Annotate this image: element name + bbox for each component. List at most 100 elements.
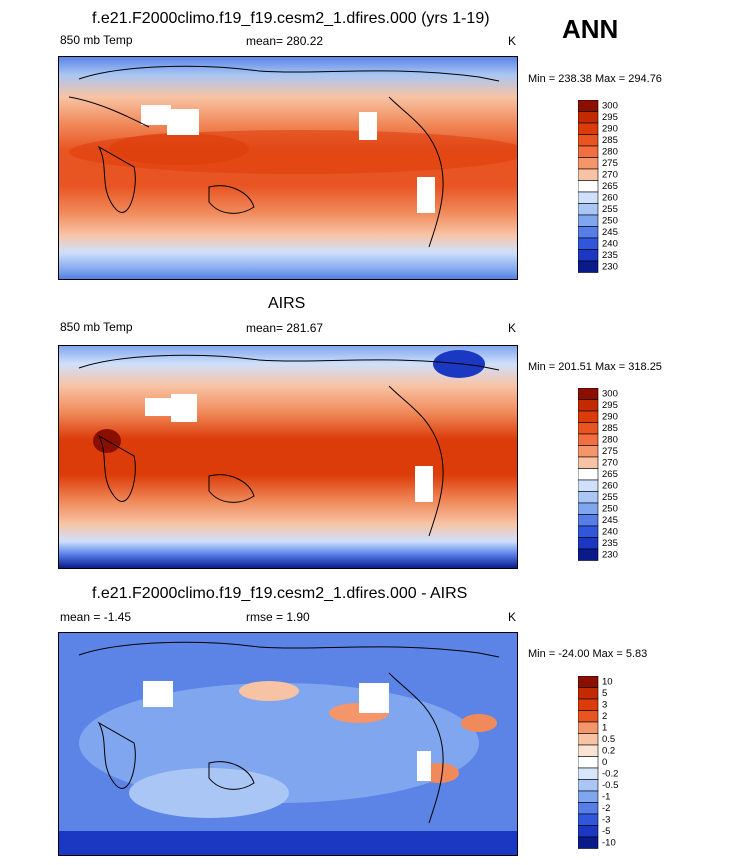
colorbar-label: 275 xyxy=(602,158,618,169)
colorbar-label: -3 xyxy=(602,815,610,826)
colorbar-box xyxy=(577,779,599,792)
colorbar-label: 300 xyxy=(602,389,618,400)
colorbar-label: 290 xyxy=(602,124,618,135)
colorbar-label: 285 xyxy=(602,135,618,146)
colorbar-box xyxy=(577,122,599,135)
colorbar-label: 260 xyxy=(602,193,618,204)
colorbar-box xyxy=(577,168,599,181)
colorbar-box xyxy=(577,456,599,469)
colorbar-label: 250 xyxy=(602,504,618,515)
colorbar-label: 3 xyxy=(602,700,607,711)
colorbar-label: 255 xyxy=(602,492,618,503)
colorbar-box xyxy=(577,410,599,423)
colorbar-label: -5 xyxy=(602,826,610,837)
colorbar-label: 285 xyxy=(602,423,618,434)
colorbar-box xyxy=(577,767,599,780)
colorbar-label: 245 xyxy=(602,227,618,238)
colorbar-label: -1 xyxy=(602,792,610,803)
colorbar-svg: 3002952902852802752702652602552502452402… xyxy=(577,99,618,273)
panel3-units: K xyxy=(508,610,517,624)
colorbar-label: 270 xyxy=(602,458,618,469)
colorbar-label: 245 xyxy=(602,515,618,526)
colorbar-box xyxy=(577,468,599,481)
colorbar-label: 0 xyxy=(602,757,607,768)
colorbar-box xyxy=(577,744,599,757)
colorbar-label: -0.5 xyxy=(602,780,618,791)
colorbar-box xyxy=(577,537,599,550)
colorbar-box xyxy=(577,687,599,700)
colorbar-box xyxy=(577,145,599,158)
colorbar-label: 235 xyxy=(602,250,618,261)
colorbar-box xyxy=(577,491,599,504)
panel1-variable: 850 mb Temp xyxy=(60,33,133,47)
colorbar-box xyxy=(577,422,599,435)
colorbar-box xyxy=(577,479,599,492)
colorbar-box xyxy=(577,445,599,458)
colorbar-label: 280 xyxy=(602,147,618,158)
colorbar-box xyxy=(577,111,599,124)
colorbar-box xyxy=(577,237,599,250)
colorbar-box xyxy=(577,710,599,723)
panel1-mean: mean= 280.22 xyxy=(246,34,324,48)
colorbar-label: 0.2 xyxy=(602,746,615,757)
panel3-title: f.e21.F2000climo.f19_f19.cesm2_1.dfires.… xyxy=(92,585,468,602)
colorbar-box xyxy=(577,514,599,527)
colorbar-label: 295 xyxy=(602,400,618,411)
panel1-map xyxy=(58,56,518,280)
colorbar-label: 1 xyxy=(602,723,607,734)
colorbar-box xyxy=(577,203,599,216)
colorbar-box xyxy=(577,502,599,515)
panel1-minmax: Min = 238.38 Max = 294.76 xyxy=(528,73,662,85)
panel3-colorbar: 10 5 3 2 1 0.5 0.2 0 -0.2 -0.5 -1 -2 -3 -5 -10 xyxy=(577,675,638,856)
colorbar-label: 5 xyxy=(602,688,607,699)
panel3-mean: mean = -1.45 xyxy=(60,610,132,624)
panel2-variable: 850 mb Temp xyxy=(60,320,133,334)
panel3-map xyxy=(58,632,518,856)
colorbar-box xyxy=(577,756,599,769)
colorbar-label: 265 xyxy=(602,469,618,480)
colorbar-label: 250 xyxy=(602,216,618,227)
colorbar-label: 2 xyxy=(602,711,607,722)
colorbar-box xyxy=(577,698,599,711)
colorbar-box xyxy=(577,99,599,112)
colorbar-box xyxy=(577,134,599,147)
panel1-title: f.e21.F2000climo.f19_f19.cesm2_1.dfires.… xyxy=(92,10,490,27)
season-label: ANN xyxy=(562,14,619,44)
colorbar-box xyxy=(577,525,599,538)
panel2-title: AIRS xyxy=(268,295,306,312)
colorbar-label: 290 xyxy=(602,412,618,423)
colorbar-box xyxy=(577,387,599,400)
colorbar-box xyxy=(577,249,599,262)
colorbar-label: 230 xyxy=(602,262,618,273)
colorbar-box xyxy=(577,399,599,412)
colorbar-box xyxy=(577,675,599,688)
colorbar-label: 255 xyxy=(602,204,618,215)
colorbar-label: 240 xyxy=(602,239,618,250)
colorbar-label: 230 xyxy=(602,550,618,561)
panel1-colorbar: 300 295 290 285 280 275 270 265 260 255 250 245 240 2… xyxy=(577,99,638,280)
panel1-units: K xyxy=(508,34,517,48)
panel2-colorbar: 300 295 290 285 280 275 270 265 260 255 250 245 240 2… xyxy=(577,387,638,568)
panel2-mean: mean= 281.67 xyxy=(246,321,324,335)
panel2-minmax: Min = 201.51 Max = 318.25 xyxy=(528,361,662,373)
colorbar-box xyxy=(577,180,599,193)
colorbar-box xyxy=(577,433,599,446)
colorbar-box xyxy=(577,733,599,746)
colorbar-box xyxy=(577,813,599,826)
colorbar-box xyxy=(577,825,599,838)
colorbar-label: 280 xyxy=(602,435,618,446)
colorbar-label: 295 xyxy=(602,112,618,123)
colorbar-label: 0.5 xyxy=(602,734,615,745)
colorbar-box xyxy=(577,191,599,204)
colorbar-label: 240 xyxy=(602,527,618,538)
colorbar-box xyxy=(577,157,599,170)
colorbar-box xyxy=(577,214,599,227)
colorbar-label: -2 xyxy=(602,803,610,814)
colorbar-box xyxy=(577,790,599,803)
colorbar-label: 260 xyxy=(602,481,618,492)
colorbar-label: 275 xyxy=(602,446,618,457)
colorbar-label: 300 xyxy=(602,101,618,112)
colorbar-label: -0.2 xyxy=(602,769,618,780)
